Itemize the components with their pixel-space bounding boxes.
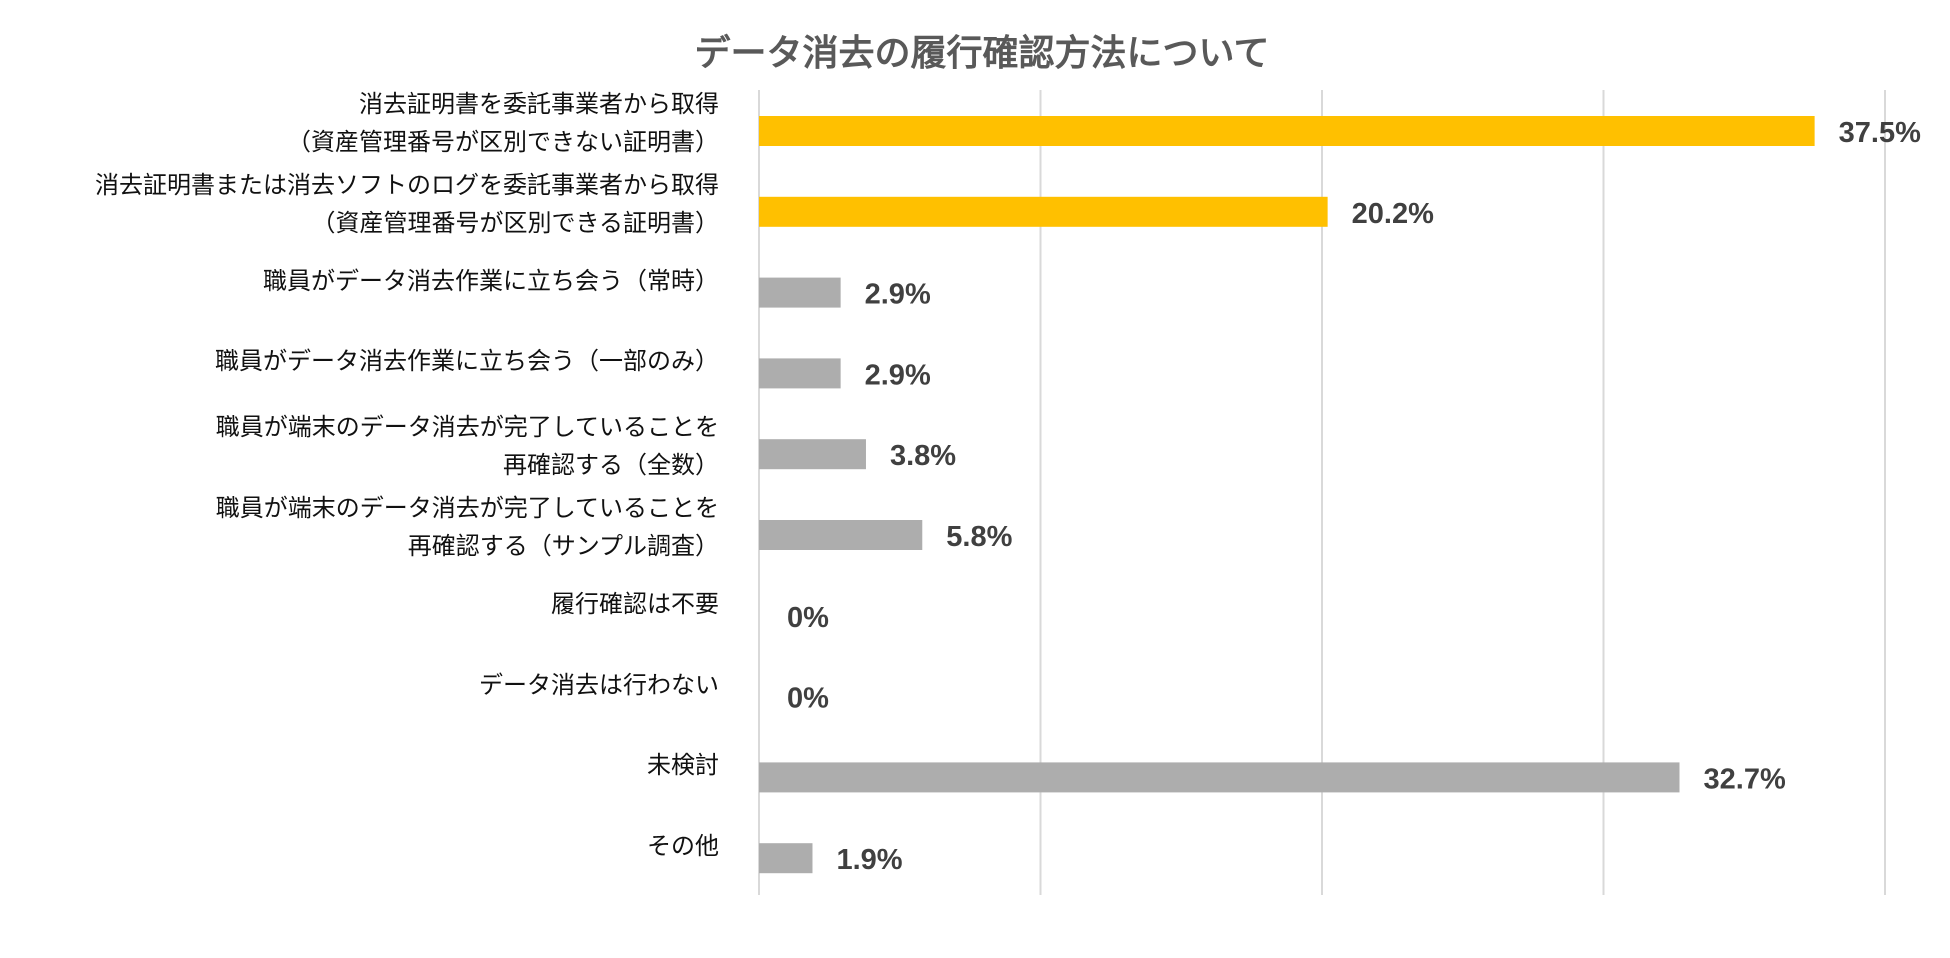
category-label: 消去証明書を委託事業者から取得 （資産管理番号が区別できない証明書） (287, 85, 719, 161)
data-label: 5.8% (946, 521, 1012, 553)
bar (759, 277, 841, 308)
bar (759, 116, 1815, 146)
chart-title: データ消去の履行確認方法について (694, 33, 1270, 74)
data-label: 32.7% (1704, 763, 1786, 795)
category-label-line: 消去証明書または消去ソフトのログを委託事業者から取得 (95, 170, 719, 199)
data-label: 37.5% (1839, 117, 1921, 149)
bar (759, 196, 1328, 227)
category-label-line: 職員がデータ消去作業に立ち会う（一部のみ） (215, 347, 719, 376)
category-label-line: 職員がデータ消去作業に立ち会う（常時） (263, 266, 719, 295)
data-label: 2.9% (865, 279, 931, 311)
category-label-line: 履行確認は不要 (551, 589, 719, 618)
data-label: 2.9% (865, 359, 931, 391)
category-label: その他 (647, 827, 719, 865)
bar (759, 439, 866, 470)
category-label-line: （資産管理番号が区別できない証明書） (287, 128, 719, 156)
data-label: 3.8% (890, 440, 956, 472)
category-label: 職員が端末のデータ消去が完了していることを再確認する（サンプル調査） (216, 489, 719, 565)
category-label: データ消去は行わない (479, 666, 719, 704)
category-label-line: 再確認する（全数） (503, 451, 719, 480)
category-label: 職員がデータ消去作業に立ち会う（一部のみ） (215, 342, 719, 380)
data-label: 1.9% (836, 844, 902, 876)
category-label-line: 消去証明書を委託事業者から取得 (359, 90, 719, 118)
category-label: 未検討 (647, 746, 719, 784)
bar (759, 520, 923, 550)
bar (759, 843, 813, 874)
category-label: 消去証明書または消去ソフトのログを委託事業者から取得 （資産管理番号が区別できる証… (95, 166, 719, 242)
data-label: 0% (787, 602, 829, 634)
category-label-line: （資産管理番号が区別できる証明書） (311, 208, 719, 237)
category-label-line: データ消去は行わない (479, 670, 719, 699)
category-label: 履行確認は不要 (551, 585, 719, 623)
category-label: 職員がデータ消去作業に立ち会う（常時） (263, 262, 719, 300)
category-label: 職員が端末のデータ消去が完了していることを再確認する（全数） (216, 408, 719, 484)
category-label-line: 未検討 (647, 751, 719, 780)
data-label: 20.2% (1352, 198, 1434, 230)
category-label-line: 職員が端末のデータ消去が完了していることを (215, 413, 719, 442)
category-label-line: 職員が端末のデータ消去が完了していることを (215, 494, 719, 522)
bar (759, 358, 841, 389)
bar (759, 762, 1680, 793)
category-label-line: その他 (647, 832, 719, 861)
data-label: 0% (787, 683, 829, 715)
category-label-line: 再確認する（サンプル調査） (407, 532, 719, 560)
